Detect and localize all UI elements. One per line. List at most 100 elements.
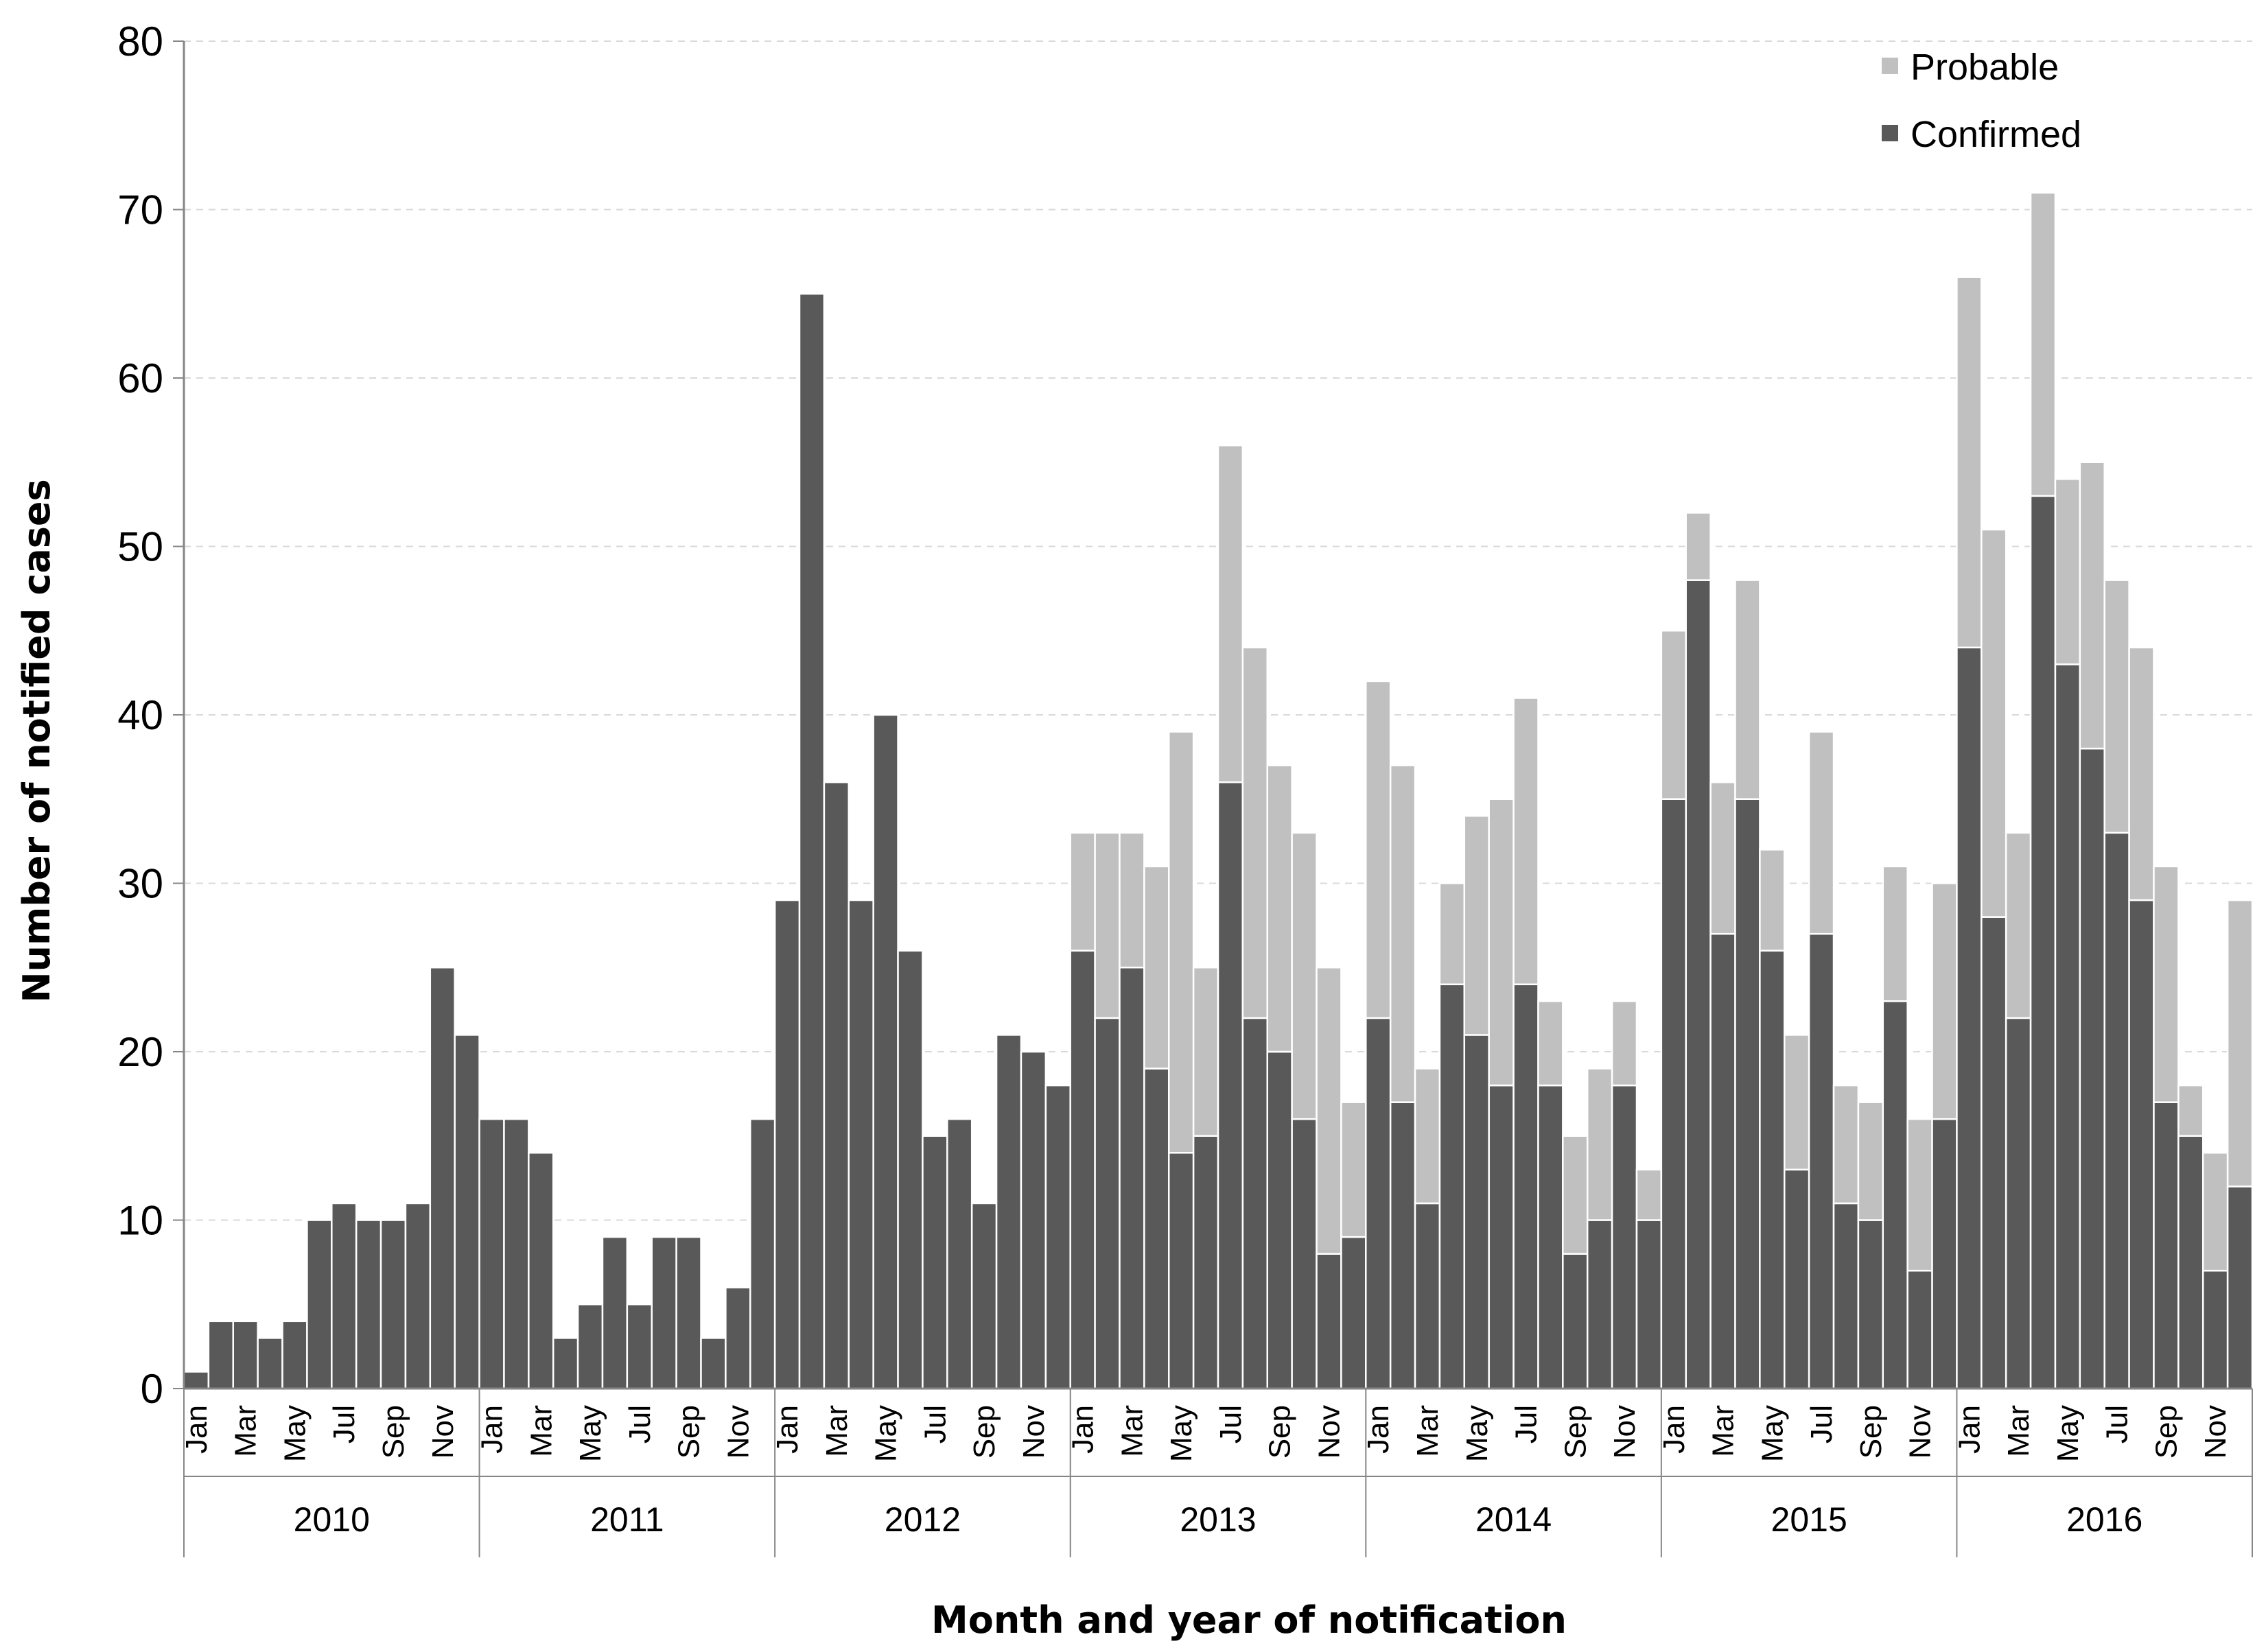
bar-probable (2153, 865, 2180, 1103)
bar-confirmed (1119, 967, 1145, 1390)
bar-probable (2079, 461, 2105, 750)
bar-confirmed (257, 1337, 283, 1390)
x-month-label: Jan (476, 1405, 509, 1454)
bar-probable (1709, 781, 1736, 935)
x-year-label: 2015 (1771, 1500, 1847, 1539)
bar-confirmed (1512, 983, 1539, 1390)
bar-confirmed (207, 1320, 235, 1390)
bar-confirmed (478, 1118, 505, 1390)
bar-probable (1956, 276, 1983, 649)
bar-probable (1931, 882, 1958, 1120)
bar-confirmed (651, 1236, 677, 1390)
x-year-label: 2012 (885, 1500, 961, 1539)
bar-probable (1463, 815, 1490, 1036)
bar-probable (1316, 967, 1342, 1255)
x-month-label: May (1165, 1405, 1198, 1462)
bar-confirmed (1586, 1219, 1613, 1390)
x-month-label: Nov (1017, 1405, 1051, 1459)
x-month-label: Mar (820, 1405, 854, 1457)
bar-confirmed (2029, 495, 2057, 1390)
bar-confirmed (355, 1219, 382, 1390)
y-tick-label: 50 (117, 524, 163, 570)
bar-confirmed (2079, 747, 2105, 1390)
bar-confirmed (897, 949, 924, 1390)
bar-confirmed (1562, 1253, 1589, 1390)
bars (183, 191, 2254, 1390)
bar-probable (1759, 849, 1786, 952)
bar-confirmed (2226, 1185, 2254, 1390)
x-year-label: 2014 (1475, 1500, 1552, 1539)
bar-confirmed (2153, 1101, 2180, 1390)
axes (173, 40, 2253, 1557)
bar-confirmed (1463, 1034, 1490, 1390)
bar-probable (1266, 764, 1293, 1053)
x-month-label: Nov (426, 1405, 460, 1459)
bar-confirmed (1857, 1219, 1884, 1390)
bar-confirmed (626, 1303, 653, 1390)
bar-confirmed (331, 1202, 358, 1390)
bar-confirmed (454, 1034, 480, 1390)
x-month-label: Jul (623, 1405, 657, 1443)
x-month-label: Sep (1263, 1405, 1297, 1459)
x-year-label: 2016 (2066, 1500, 2142, 1539)
bar-confirmed (700, 1337, 727, 1390)
bar-probable (1438, 882, 1466, 986)
bar-probable (1512, 697, 1539, 986)
bar-probable (1857, 1101, 1884, 1221)
bar-confirmed (1784, 1168, 1810, 1390)
x-month-label: May (278, 1405, 312, 1462)
x-month-label: Nov (1904, 1405, 1937, 1459)
x-month-label: May (869, 1405, 903, 1462)
bar-probable (1832, 1084, 1860, 1205)
bar-probable (1389, 764, 1416, 1103)
y-tick-label: 80 (117, 19, 163, 64)
x-month-label: Jul (918, 1405, 952, 1443)
legend-label-probable: Probable (1911, 47, 2059, 88)
x-month-label: Sep (1854, 1405, 1888, 1459)
bar-confirmed (1143, 1067, 1170, 1390)
x-month-label: May (1460, 1405, 1494, 1462)
bar-confirmed (1241, 1017, 1269, 1390)
bar-confirmed (725, 1286, 751, 1390)
bar-confirmed (1217, 781, 1244, 1390)
y-axis-title: Number of notified cases (15, 479, 58, 1002)
bar-probable (2128, 646, 2155, 901)
bar-confirmed (798, 293, 826, 1390)
bar-confirmed (1931, 1118, 1958, 1390)
bar-probable (1784, 1034, 1810, 1171)
bar-probable (1069, 831, 1096, 952)
y-tick-label: 20 (117, 1029, 163, 1075)
bar-probable (1882, 865, 1908, 1002)
bar-probable (1241, 646, 1269, 1019)
bar-confirmed (2177, 1135, 2204, 1390)
bar-confirmed (1192, 1135, 1219, 1390)
legend-swatch-probable (1882, 58, 1898, 74)
legend: Probable Confirmed (1882, 47, 2081, 155)
bar-confirmed (528, 1152, 554, 1390)
bar-confirmed (946, 1118, 973, 1390)
bar-confirmed (552, 1337, 579, 1390)
x-month-label: Jan (771, 1405, 804, 1454)
y-tick-label: 40 (117, 692, 163, 738)
x-month-label: Sep (968, 1405, 1001, 1459)
y-tick-label: 30 (117, 861, 163, 907)
x-year-label: 2013 (1180, 1500, 1256, 1539)
bar-probable (1635, 1168, 1663, 1221)
legend-label-confirmed: Confirmed (1911, 114, 2081, 155)
bar-confirmed (922, 1135, 948, 1390)
bar-probable (1981, 528, 2007, 918)
bar-confirmed (2103, 831, 2130, 1390)
bar-confirmed (429, 967, 456, 1390)
bar-confirmed (1167, 1152, 1195, 1390)
bar-confirmed (1266, 1050, 1293, 1390)
bar-confirmed (1882, 1000, 1908, 1390)
bar-confirmed (970, 1202, 998, 1390)
x-month-label: Sep (2149, 1405, 2183, 1459)
bar-confirmed (1044, 1084, 1071, 1390)
x-month-label: Jan (1952, 1405, 1986, 1454)
bar-probable (2177, 1084, 2204, 1137)
bar-confirmed (1365, 1017, 1392, 1390)
bar-probable (1906, 1118, 1933, 1272)
bar-probable (1291, 831, 1318, 1120)
